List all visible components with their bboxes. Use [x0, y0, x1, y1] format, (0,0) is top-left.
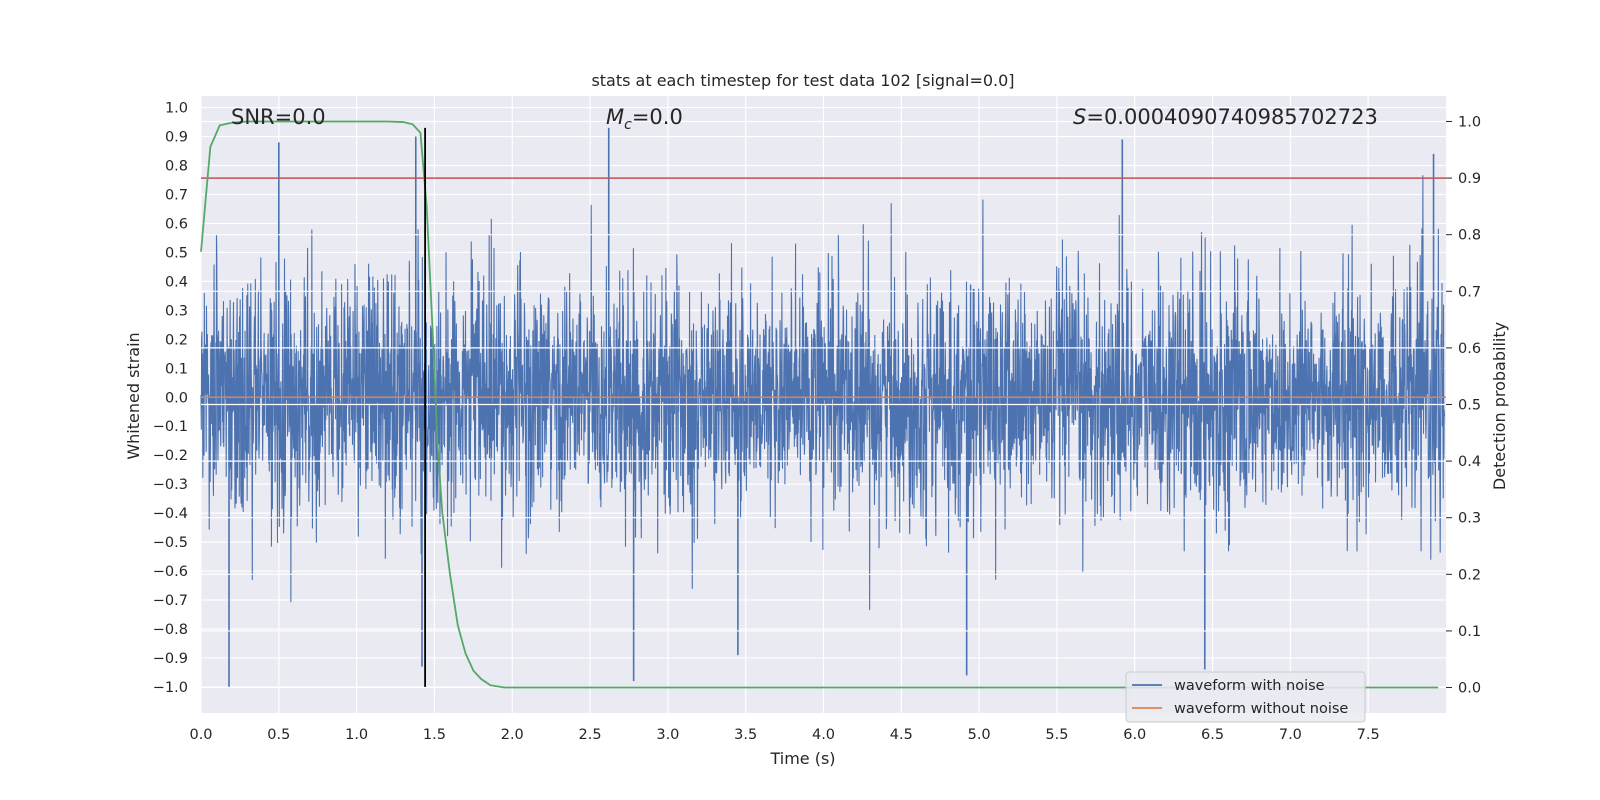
right-gridlines	[201, 120, 1446, 689]
x-tick-label: 2.0	[501, 727, 524, 743]
legend-label-noise: waveform with noise	[1174, 678, 1325, 694]
left-tick-label: −0.9	[153, 651, 188, 667]
s-annotation: S=0.0004090740985702723	[1073, 105, 1378, 129]
legend: waveform with noise waveform without noi…	[1125, 671, 1366, 723]
x-tick-label: 5.0	[968, 727, 991, 743]
right-tick-label: 0.6	[1458, 341, 1481, 357]
x-tick-label: 2.5	[579, 727, 602, 743]
right-axis-label: Detection probability	[1490, 322, 1509, 490]
s-symbol: S	[1073, 105, 1086, 129]
right-tick-label: 0.5	[1458, 398, 1481, 414]
x-tick-label: 6.0	[1123, 727, 1146, 743]
x-tick-label: 4.5	[890, 727, 913, 743]
left-tick-label: 1.0	[165, 101, 188, 117]
right-tick-label: 0.1	[1458, 624, 1481, 640]
x-tick-label: 4.0	[812, 727, 835, 743]
snr-annotation: SNR=0.0	[231, 105, 326, 129]
left-tick-label: −0.2	[153, 448, 188, 464]
left-tick-label: −0.4	[153, 506, 188, 522]
right-tick-label: 1.0	[1458, 114, 1481, 130]
series-detection-probability	[200, 120, 1439, 689]
x-tick-label: 1.5	[423, 727, 446, 743]
left-tick-label: 0.1	[165, 361, 188, 377]
x-tick-label: 0.0	[189, 727, 212, 743]
x-tick-label: 7.0	[1279, 727, 1302, 743]
right-tick-labels: 1.0 0.9 0.8 0.7 0.6 0.5 0.4 0.3 0.2 0.1 0.0	[1446, 114, 1481, 697]
left-axis-label: Whitened strain	[124, 332, 143, 459]
x-tick-label: 6.5	[1201, 727, 1224, 743]
chirp-mass-annotation: Mc=0.0	[606, 105, 683, 133]
left-tick-label: −0.8	[153, 622, 188, 638]
series-waveform-with-noise	[200, 127, 1445, 687]
left-tick-label: 0.8	[165, 159, 188, 175]
left-tick-label: 0.2	[165, 332, 188, 348]
left-tick-label: −0.7	[153, 593, 188, 609]
left-tick-labels: 1.0 0.9 0.8 0.7 0.6 0.5 0.4 0.3 0.2 0.1 0.0 −0.1 −0.…	[153, 101, 188, 696]
chirp-mass-value: =0.0	[632, 105, 683, 129]
x-tick-label: 0.5	[267, 727, 290, 743]
x-tick-label: 3.5	[734, 727, 757, 743]
x-tick-label: 7.5	[1357, 727, 1380, 743]
x-tick-labels: 0.0 0.5 1.0 1.5 2.0 2.5 3.0 3.5 4.0 4.5 5.0 5.5 6.0 6…	[189, 727, 1379, 743]
left-tick-label: 0.0	[165, 390, 188, 406]
right-tick-label: 0.8	[1458, 228, 1481, 244]
left-tick-label: 0.9	[165, 130, 188, 146]
chart-title: stats at each timestep for test data 102…	[591, 71, 1014, 90]
legend-box	[1125, 671, 1366, 723]
left-tick-label: −0.6	[153, 564, 188, 580]
left-tick-label: −1.0	[153, 680, 188, 696]
right-tick-label: 0.3	[1458, 511, 1481, 527]
left-tick-label: 0.6	[165, 216, 188, 232]
right-tick-label: 0.9	[1458, 171, 1481, 187]
x-tick-label: 5.5	[1045, 727, 1068, 743]
x-axis-label: Time (s)	[769, 749, 835, 768]
x-tick-label: 1.0	[345, 727, 368, 743]
legend-label-clean: waveform without noise	[1174, 701, 1348, 717]
left-tick-label: 0.3	[165, 303, 188, 319]
x-tick-label: 3.0	[656, 727, 679, 743]
right-tick-label: 0.0	[1458, 681, 1481, 697]
left-tick-label: 0.5	[165, 245, 188, 261]
chirp-mass-subscript: c	[624, 117, 632, 133]
right-tick-label: 0.4	[1458, 454, 1481, 470]
left-tick-label: −0.3	[153, 477, 188, 493]
noise-trace	[200, 175, 1445, 611]
s-value: =0.0004090740985702723	[1086, 105, 1378, 129]
left-tick-label: 0.4	[165, 274, 188, 290]
left-tick-label: 0.7	[165, 187, 188, 203]
chirp-mass-symbol: M	[606, 105, 624, 129]
left-tick-label: −0.1	[153, 419, 188, 435]
right-tick-label: 0.2	[1458, 567, 1481, 583]
left-tick-label: −0.5	[153, 535, 188, 551]
right-tick-label: 0.7	[1458, 284, 1481, 300]
